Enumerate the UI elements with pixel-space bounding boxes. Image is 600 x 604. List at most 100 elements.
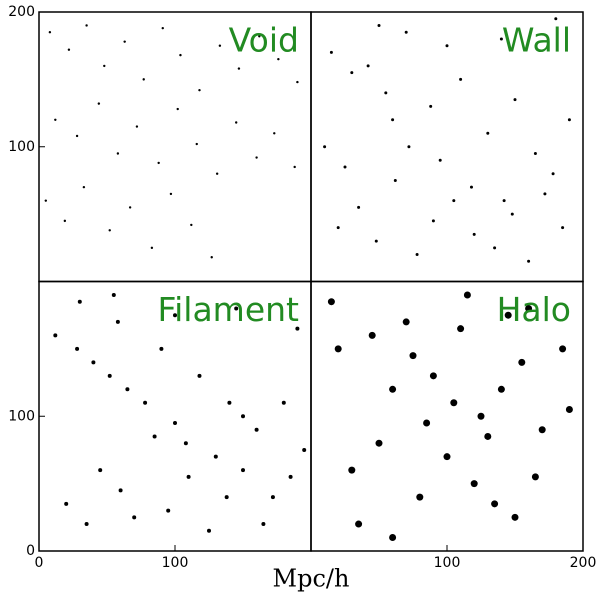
point xyxy=(469,185,473,189)
point xyxy=(561,226,565,230)
point xyxy=(54,118,57,122)
point xyxy=(531,473,539,481)
point xyxy=(389,385,397,393)
point xyxy=(157,161,160,165)
point xyxy=(123,40,126,43)
point xyxy=(270,495,275,500)
point xyxy=(207,528,211,533)
point xyxy=(132,515,137,520)
point xyxy=(143,400,148,405)
point xyxy=(84,522,89,527)
point xyxy=(44,199,47,202)
point xyxy=(179,53,182,57)
point xyxy=(538,426,546,434)
point xyxy=(389,534,397,542)
point xyxy=(258,35,261,38)
point xyxy=(393,178,397,182)
point xyxy=(293,165,296,169)
point xyxy=(525,304,533,312)
point xyxy=(415,253,419,257)
point xyxy=(77,299,82,304)
point xyxy=(302,447,307,452)
point xyxy=(227,400,232,405)
point xyxy=(173,420,177,425)
point xyxy=(261,522,266,527)
point xyxy=(350,71,354,75)
point xyxy=(391,118,395,122)
point xyxy=(296,80,299,84)
x-tick-label: 100 xyxy=(434,555,461,571)
point xyxy=(150,246,154,250)
x-tick-label: 0 xyxy=(35,555,44,571)
point xyxy=(237,67,241,70)
point xyxy=(176,107,179,111)
point xyxy=(142,78,145,81)
point xyxy=(559,345,567,353)
point xyxy=(277,57,280,61)
point xyxy=(343,165,347,169)
point xyxy=(438,158,442,162)
point xyxy=(459,77,463,81)
point xyxy=(166,508,171,513)
point xyxy=(329,50,333,54)
point xyxy=(472,232,476,236)
point xyxy=(334,345,342,353)
point xyxy=(213,454,218,459)
point xyxy=(255,156,258,159)
point xyxy=(190,223,193,227)
point xyxy=(470,480,478,488)
point xyxy=(97,102,101,105)
point xyxy=(355,520,363,528)
point xyxy=(215,172,219,175)
point xyxy=(429,372,437,380)
point xyxy=(366,64,370,68)
panel-title: Void xyxy=(229,21,299,60)
point xyxy=(510,212,514,216)
point xyxy=(75,134,79,138)
point xyxy=(527,259,531,263)
point xyxy=(161,26,164,30)
point xyxy=(431,219,435,223)
panel-title: Filament xyxy=(158,290,300,329)
point xyxy=(404,30,408,34)
point xyxy=(67,48,71,51)
point xyxy=(111,292,116,297)
point xyxy=(518,358,526,366)
point xyxy=(235,121,238,124)
point xyxy=(98,468,103,473)
point xyxy=(198,88,201,92)
point xyxy=(118,488,123,493)
point xyxy=(513,98,517,102)
point xyxy=(416,493,424,501)
point xyxy=(218,44,222,47)
point xyxy=(429,104,433,108)
point xyxy=(64,501,69,506)
point xyxy=(554,17,558,21)
point xyxy=(499,37,503,41)
point xyxy=(336,226,340,230)
point xyxy=(375,439,383,447)
point xyxy=(491,500,499,508)
point xyxy=(565,406,573,414)
point xyxy=(384,91,388,95)
point xyxy=(533,151,537,155)
point xyxy=(511,513,519,521)
point xyxy=(409,352,417,360)
point xyxy=(241,468,245,473)
point xyxy=(210,256,213,259)
point xyxy=(567,118,571,122)
point xyxy=(443,453,451,461)
point xyxy=(273,132,276,135)
point xyxy=(450,399,458,407)
point xyxy=(173,313,177,318)
x-axis-label: Mpc/h xyxy=(273,565,350,593)
point xyxy=(197,373,202,378)
point xyxy=(224,495,229,500)
point xyxy=(108,229,111,232)
point xyxy=(457,325,465,333)
y-tick-label: 0 xyxy=(26,543,35,559)
point xyxy=(107,373,112,378)
